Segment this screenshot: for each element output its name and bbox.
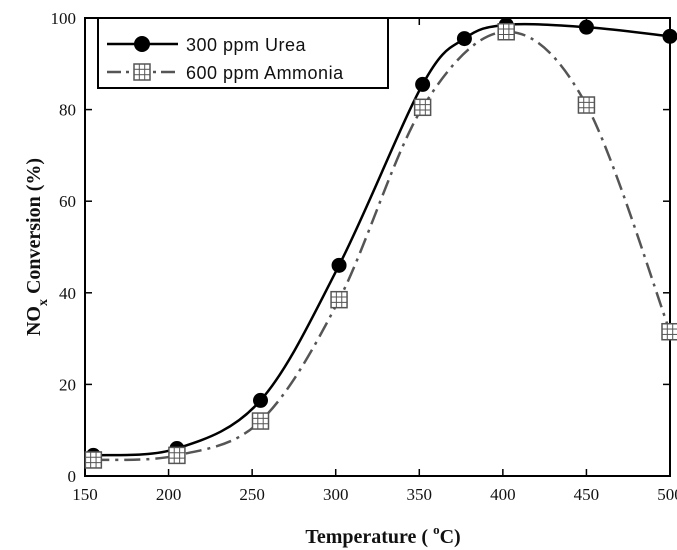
x-tick-label: 350: [407, 485, 433, 504]
y-axis-title: NOx Conversion (%): [23, 158, 51, 336]
data-point: [456, 31, 472, 47]
x-tick-label: 250: [239, 485, 265, 504]
data-point: [168, 446, 186, 465]
data-point: [331, 257, 347, 273]
y-tick-label: 20: [59, 375, 76, 394]
data-point: [661, 322, 677, 341]
data-point: [578, 19, 594, 35]
y-tick-label: 100: [51, 9, 77, 28]
y-tick-label: 60: [59, 192, 76, 211]
data-point: [413, 98, 432, 117]
legend-marker-ammonia: [133, 63, 151, 81]
y-tick-label: 40: [59, 284, 76, 303]
legend-label-ammonia: 600 ppm Ammonia: [186, 63, 344, 83]
data-point: [577, 96, 596, 114]
x-tick-label: 500: [657, 485, 677, 504]
legend: 300 ppm Urea 600 ppm Ammonia: [97, 17, 389, 89]
series-line-1: [93, 30, 672, 462]
y-tick-label: 0: [68, 467, 77, 486]
data-point: [253, 392, 268, 408]
legend-label-urea: 300 ppm Urea: [186, 35, 307, 55]
x-tick-label: 450: [574, 485, 600, 504]
data-point: [662, 28, 677, 44]
series-line-0: [93, 22, 671, 457]
plot-area: [84, 17, 677, 469]
x-tick-label: 150: [72, 485, 98, 504]
x-tick-label: 300: [323, 485, 349, 504]
legend-marker-urea: [134, 36, 150, 52]
y-tick-label: 80: [59, 101, 76, 120]
data-point: [497, 22, 515, 41]
data-point: [251, 412, 270, 430]
data-point: [330, 290, 348, 309]
data-point: [84, 451, 103, 469]
x-tick-label: 200: [156, 485, 182, 504]
x-axis-title: Temperature ( oC): [305, 522, 460, 548]
axes: 150 200 250 300 350 400 450 500 0 20 40 60 80 100: [51, 9, 677, 504]
x-tick-label: 400: [490, 485, 516, 504]
data-point: [415, 76, 431, 92]
